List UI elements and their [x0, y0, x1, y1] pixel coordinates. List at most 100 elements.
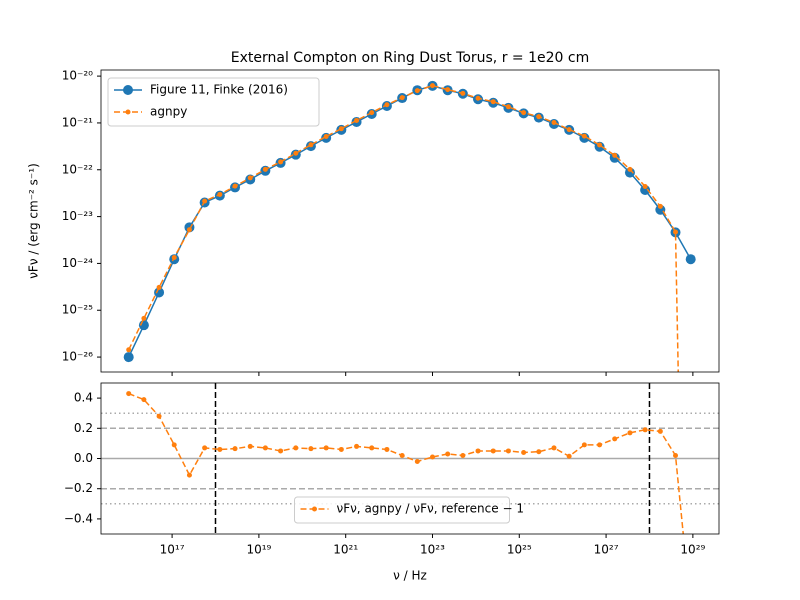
legend-label: νFν, agnpy / νFν, reference − 1: [337, 502, 524, 516]
legend-marker: [123, 85, 133, 95]
series-line: [128, 392, 685, 534]
data-point: [657, 428, 663, 434]
data-point: [505, 104, 511, 110]
legend-marker: [125, 109, 131, 115]
data-point: [399, 452, 405, 458]
y-tick-label: 10⁻²⁶: [62, 350, 93, 364]
y-axis-label: νFν / (erg cm⁻² s⁻¹): [27, 163, 41, 279]
data-point: [308, 142, 314, 148]
data-point: [685, 254, 696, 265]
data-point: [384, 102, 390, 108]
data-point: [217, 446, 223, 452]
data-point: [642, 183, 648, 189]
series-line: [128, 85, 692, 358]
data-point: [597, 142, 603, 148]
series-line: [128, 84, 679, 372]
data-point: [536, 449, 542, 455]
data-point: [521, 449, 527, 455]
data-point: [640, 184, 651, 195]
legend-label: Figure 11, Finke (2016): [150, 83, 288, 97]
data-point: [247, 175, 253, 181]
data-point: [551, 445, 557, 451]
data-point: [232, 446, 238, 452]
data-point: [323, 445, 329, 451]
data-point: [126, 391, 132, 397]
x-tick-label: 10²⁵: [507, 543, 532, 557]
data-point: [123, 352, 134, 363]
data-point: [262, 445, 268, 451]
data-point: [156, 413, 162, 419]
data-point: [247, 443, 253, 449]
data-point: [490, 99, 496, 105]
legend-box: [294, 496, 510, 524]
y-tick-label: 0.0: [74, 451, 93, 465]
data-point: [566, 453, 572, 459]
data-point: [655, 204, 666, 215]
data-point: [186, 472, 192, 478]
data-point: [673, 452, 679, 458]
x-tick-label: 10²¹: [333, 543, 358, 557]
y-tick-label: 10⁻²⁰: [62, 69, 93, 83]
data-point: [369, 110, 375, 116]
data-point: [338, 126, 344, 132]
data-point: [642, 427, 648, 433]
data-point: [354, 443, 360, 449]
data-point: [460, 452, 466, 458]
y-tick-label: 10⁻²²: [62, 162, 93, 176]
data-point: [171, 254, 177, 260]
data-point: [171, 442, 177, 448]
plot-area: [101, 383, 719, 534]
data-point: [308, 446, 314, 452]
axes-frame: [100, 69, 720, 373]
data-point: [460, 90, 466, 96]
legend-marker: [312, 506, 317, 512]
plot-area: [123, 80, 696, 372]
data-point: [657, 203, 663, 209]
data-point: [581, 442, 587, 448]
x-tick-label: 10¹⁹: [246, 543, 271, 557]
x-tick-label: 10²⁷: [594, 543, 619, 557]
data-point: [581, 133, 587, 139]
y-tick-label: 0.4: [74, 391, 93, 405]
y-tick-label: 10⁻²¹: [62, 115, 93, 129]
data-point: [293, 445, 299, 451]
data-point: [154, 287, 165, 298]
data-point: [612, 152, 618, 158]
data-point: [354, 117, 360, 123]
data-point: [612, 436, 618, 442]
data-point: [278, 448, 284, 454]
data-point: [627, 166, 633, 172]
data-point: [475, 448, 481, 454]
data-point: [490, 448, 496, 454]
data-point: [156, 284, 162, 290]
data-point: [338, 446, 344, 452]
data-point: [278, 159, 284, 165]
data-point: [445, 87, 451, 93]
data-point: [186, 227, 192, 233]
y-tick-label: −0.2: [64, 481, 93, 495]
data-point: [566, 127, 572, 133]
y-tick-label: 10⁻²⁴: [62, 256, 93, 270]
data-point: [399, 95, 405, 101]
y-tick-label: 10⁻²³: [62, 209, 93, 223]
data-point: [414, 459, 420, 465]
data-point: [141, 397, 147, 403]
x-tick-label: 10¹⁷: [160, 543, 185, 557]
y-tick-label: 10⁻²⁵: [62, 303, 93, 317]
data-point: [521, 110, 527, 116]
data-point: [597, 442, 603, 448]
data-point: [551, 120, 557, 126]
legend-box: [107, 77, 320, 127]
chart-title: External Compton on Ring Dust Torus, r =…: [231, 50, 589, 66]
y-tick-label: 0.2: [74, 421, 93, 435]
data-point: [202, 445, 208, 451]
data-point: [323, 133, 329, 139]
x-axis-label: ν / Hz: [393, 569, 427, 583]
data-point: [384, 446, 390, 452]
data-point: [217, 191, 223, 197]
x-tick-label: 10²³: [420, 543, 445, 557]
data-point: [262, 166, 268, 172]
data-point: [126, 347, 132, 353]
data-point: [429, 83, 435, 89]
